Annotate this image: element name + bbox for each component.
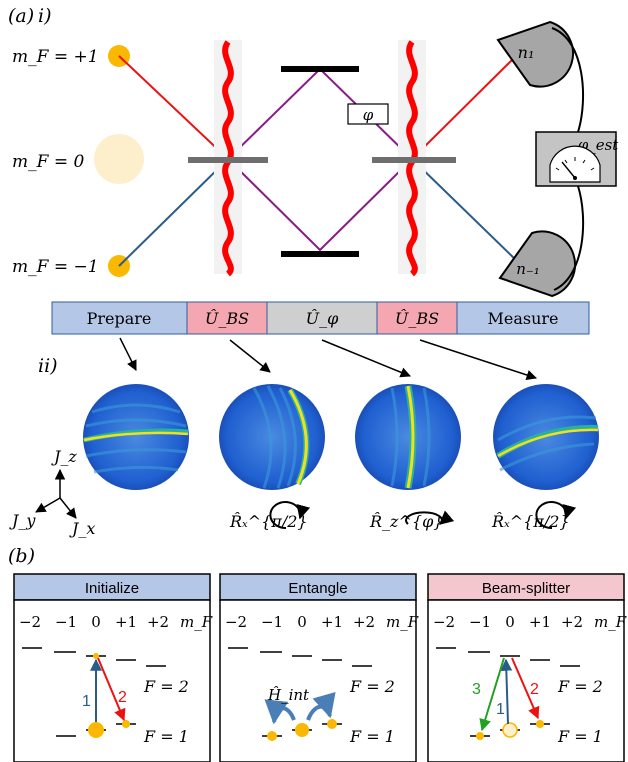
mf-header-p2: +2 [561, 613, 583, 631]
mf-header-0: 0 [505, 613, 515, 631]
detector-bottom-wire [553, 185, 585, 291]
detector-top-wire [551, 27, 585, 133]
mf-header-p1: +1 [529, 613, 551, 631]
mf-header-m2: −2 [225, 613, 247, 631]
bs-arrow-3-label: 3 [472, 681, 481, 698]
detector-top: n₁ [496, 20, 575, 88]
f1-label: F = 1 [557, 727, 603, 746]
detector-bottom-label: n₋₁ [516, 260, 540, 278]
mf-header-0: 0 [91, 613, 101, 631]
mf-header-m1: −1 [55, 613, 77, 631]
red-beam-in [118, 55, 229, 160]
coordinate-axes: J_z J_y J_x [9, 447, 95, 538]
box-entangle: Entangle −2 −1 0 +1 +2 m_F F = 2 Ĥ_int F… [219, 573, 419, 762]
beam-splitter-2 [372, 157, 456, 163]
init-arrow-2-label: 2 [118, 689, 127, 706]
mf-plus-label: m_F = +1 [12, 47, 99, 67]
panel-a-label: (a) [8, 5, 34, 27]
detector-bottom: n₋₁ [498, 230, 577, 298]
rotation-arrow-1 [269, 501, 311, 530]
detector-top-label: n₁ [518, 43, 535, 62]
mf-symbol: m_F [386, 613, 419, 631]
mf-header-m2: −2 [19, 613, 41, 631]
seq-measure-label: Measure [487, 309, 558, 328]
arrow-to-sphere-3 [321, 339, 411, 378]
blue-beam-out [411, 158, 519, 263]
seq-ubs-2-label: Û_BS [395, 308, 439, 328]
sequence-bar: Prepare Û_BS Û_φ Û_BS Measure [51, 301, 590, 335]
rotation-arrow-2 [405, 510, 455, 525]
bottom-mirror [281, 251, 359, 257]
arrow-to-sphere-2 [229, 339, 271, 373]
f2-label: F = 2 [143, 677, 189, 696]
panel-a-sub-i: i) [38, 5, 52, 27]
init-arrow-1-label: 1 [82, 693, 91, 710]
seq-ubs-1 [186, 301, 268, 335]
beam-splitter-1 [188, 157, 268, 163]
seq-ubs-1-label: Û_BS [205, 308, 249, 328]
red-beam-out [411, 53, 519, 160]
top-mirror [281, 66, 359, 72]
f1-label: F = 1 [143, 727, 189, 746]
bloch-sphere-3 [355, 384, 461, 490]
bs-arrow-2-label: 2 [530, 681, 539, 698]
bloch-sphere-4 [493, 384, 599, 490]
hamiltonian-label: Ĥ_int [267, 686, 310, 704]
rotation-label-3: R̂ₓ^{π/2} [491, 512, 570, 531]
gauge-icon [549, 145, 601, 183]
mf-header-m1: −1 [469, 613, 491, 631]
panel-a-sub-ii: ii) [38, 355, 58, 377]
f2-label: F = 2 [557, 677, 603, 696]
bloch-sphere-2 [219, 384, 325, 490]
box-initialize-title: Initialize [85, 580, 139, 597]
mf-minus-label: m_F = −1 [12, 257, 99, 277]
mf-zero-label: m_F = 0 [12, 152, 84, 172]
f1-label: F = 1 [349, 727, 395, 746]
phase-label: φ [363, 106, 374, 124]
arrow-to-sphere-4 [419, 339, 537, 381]
axis-jy: J_y [9, 511, 36, 530]
mf-header-p1: +1 [115, 613, 137, 631]
seq-uphi-label: Û_φ [306, 308, 339, 328]
mf-header-m2: −2 [433, 613, 455, 631]
box-entangle-title: Entangle [288, 580, 347, 597]
box-initialize: Initialize −2 −1 0 +1 +2 m_F F = 2 1 2 F… [13, 573, 213, 762]
mf-symbol: m_F [594, 613, 627, 631]
mf-header-p1: +1 [321, 613, 343, 631]
axis-jx: J_x [69, 519, 95, 538]
seq-uphi [266, 301, 378, 335]
mf-header-m1: −1 [261, 613, 283, 631]
bloch-sphere-1 [83, 384, 189, 490]
mf-header-p2: +2 [353, 613, 375, 631]
phase-box [347, 103, 389, 125]
atom-zero [94, 134, 144, 184]
blue-beam-in [118, 158, 229, 267]
box-beam-splitter-title: Beam-splitter [482, 580, 570, 597]
seq-prepare [51, 301, 188, 335]
mf-header-p2: +2 [147, 613, 169, 631]
f2-label: F = 2 [349, 677, 395, 696]
rotation-label-1: R̂ₓ^{π/2} [229, 512, 308, 531]
arrow-to-sphere-1 [119, 337, 137, 371]
bs-arrow-1-label: 1 [496, 701, 505, 718]
rotation-arrow-3 [535, 501, 577, 530]
seq-prepare-label: Prepare [87, 309, 152, 328]
mf-header-0: 0 [297, 613, 307, 631]
mf-symbol: m_F [180, 613, 213, 631]
axis-jz: J_z [51, 447, 77, 466]
panel-b-label: (b) [8, 545, 35, 567]
box-beam-splitter: Beam-splitter −2 −1 0 +1 +2 m_F F = 2 3 … [427, 573, 627, 762]
seq-measure [456, 301, 590, 335]
